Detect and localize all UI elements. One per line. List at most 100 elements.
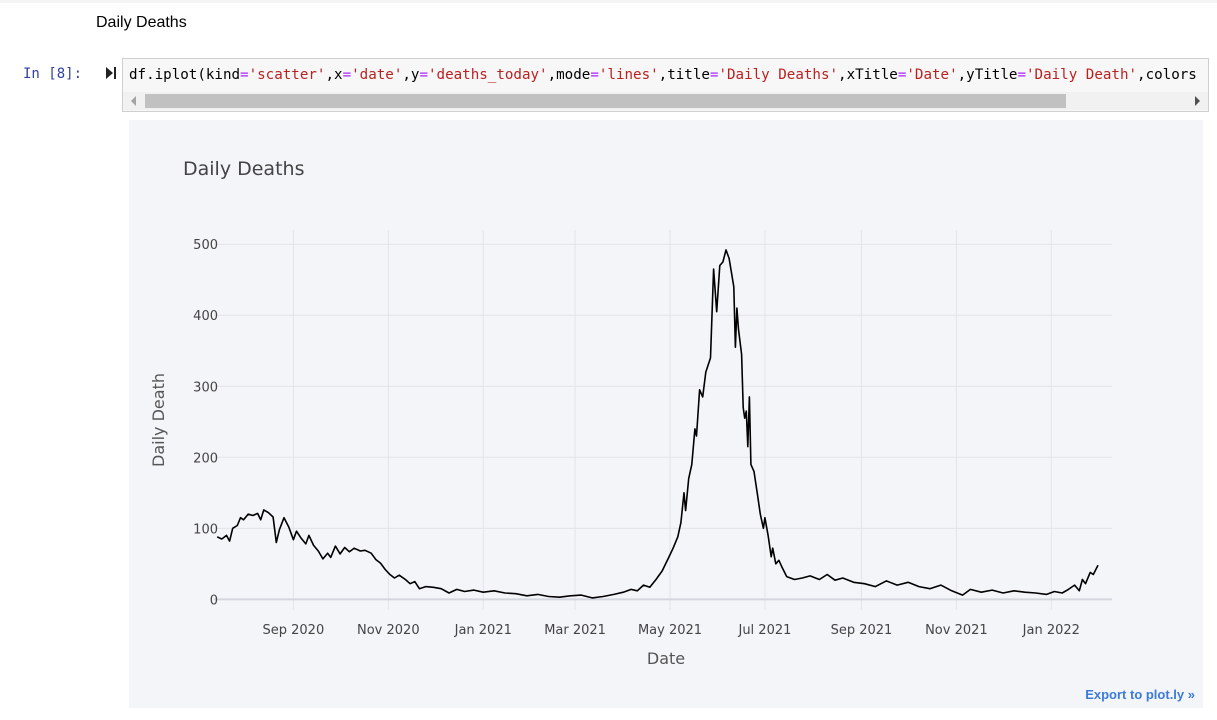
code-token: = bbox=[590, 67, 599, 83]
data-point bbox=[852, 580, 856, 584]
cell-prompt: In [8]: bbox=[23, 66, 83, 82]
code-token: ,x bbox=[325, 67, 343, 83]
data-point bbox=[472, 588, 476, 592]
data-point bbox=[744, 409, 748, 413]
data-point bbox=[693, 427, 697, 431]
data-point bbox=[1066, 587, 1070, 591]
x-axis-title: Date bbox=[647, 649, 685, 668]
data-point bbox=[1096, 563, 1100, 567]
code-token: = bbox=[342, 67, 352, 83]
data-point bbox=[743, 416, 747, 420]
data-point bbox=[906, 580, 910, 584]
data-point bbox=[1091, 573, 1095, 577]
scroll-right-arrow-icon[interactable] bbox=[1195, 96, 1200, 106]
code-token: 'Daily Death' bbox=[1025, 67, 1138, 83]
code-token: 'deaths_today' bbox=[428, 67, 548, 83]
data-point bbox=[388, 573, 392, 577]
x-tick-label: Nov 2020 bbox=[357, 623, 420, 638]
code-token: = bbox=[240, 67, 249, 83]
data-point bbox=[690, 462, 694, 466]
data-point bbox=[780, 565, 784, 569]
data-point bbox=[1060, 591, 1064, 595]
data-point bbox=[246, 512, 250, 516]
data-point bbox=[363, 548, 367, 552]
data-point bbox=[369, 551, 373, 555]
data-point bbox=[895, 583, 899, 587]
data-point bbox=[732, 285, 736, 289]
markdown-heading: Daily Deaths bbox=[96, 14, 187, 31]
data-point bbox=[771, 546, 775, 550]
export-to-plotly-link[interactable]: Export to plot.ly » bbox=[1085, 687, 1195, 702]
data-point bbox=[259, 518, 263, 522]
plot-container: Daily Deaths Sep 2020 Nov 2020 Jan 2021 Mar … bbox=[129, 120, 1203, 708]
data-point bbox=[579, 593, 583, 597]
horizontal-scrollbar[interactable] bbox=[123, 92, 1208, 110]
data-point bbox=[403, 578, 407, 582]
code-token: ,title bbox=[658, 67, 710, 83]
data-point bbox=[704, 370, 708, 374]
daily-deaths-chart[interactable]: Daily Deaths Sep 2020 Nov 2020 Jan 2021 Mar … bbox=[129, 120, 1203, 708]
data-point bbox=[274, 541, 278, 545]
data-point bbox=[282, 516, 286, 520]
data-point bbox=[295, 529, 299, 533]
data-point bbox=[413, 580, 417, 584]
data-point bbox=[333, 544, 337, 548]
data-point bbox=[326, 551, 330, 555]
data-point bbox=[769, 555, 773, 559]
data-point bbox=[635, 589, 639, 593]
data-point bbox=[763, 516, 767, 520]
code-line: df.iplot(kind='scatter',x='date',y='deat… bbox=[129, 67, 1197, 83]
data-point bbox=[307, 533, 311, 537]
code-token: 'lines' bbox=[598, 67, 659, 83]
x-tick-label: Nov 2021 bbox=[925, 623, 988, 638]
data-point bbox=[979, 590, 983, 594]
data-point bbox=[718, 264, 722, 268]
data-point bbox=[682, 491, 686, 495]
data-point bbox=[568, 594, 572, 598]
code-token: 'Daily Deaths' bbox=[718, 67, 839, 83]
data-point bbox=[481, 590, 485, 594]
y-tick-label: 200 bbox=[193, 451, 218, 466]
data-point bbox=[747, 395, 751, 399]
data-point bbox=[590, 596, 594, 600]
data-point bbox=[917, 585, 921, 589]
data-point bbox=[825, 573, 829, 577]
data-point bbox=[558, 595, 562, 599]
data-point bbox=[961, 593, 965, 597]
data-point bbox=[231, 526, 235, 530]
data-point bbox=[735, 306, 739, 310]
data-point bbox=[287, 525, 291, 529]
data-point bbox=[424, 585, 428, 589]
code-token: = bbox=[419, 67, 428, 83]
data-point bbox=[1052, 590, 1056, 594]
x-tick-label: Sep 2021 bbox=[831, 623, 893, 638]
data-point bbox=[343, 546, 347, 550]
data-point bbox=[374, 558, 378, 562]
data-point bbox=[235, 524, 239, 528]
scrollbar-thumb[interactable] bbox=[145, 94, 1066, 108]
code-cell[interactable]: df.iplot(kind='scatter',x='date',y='deat… bbox=[122, 58, 1209, 112]
data-point bbox=[1001, 591, 1005, 595]
data-point bbox=[666, 556, 670, 560]
data-point bbox=[712, 267, 716, 271]
data-point bbox=[950, 589, 954, 593]
code-token: ,mode bbox=[547, 67, 591, 83]
run-cell-icon[interactable] bbox=[104, 66, 118, 80]
data-point bbox=[1023, 590, 1027, 594]
data-point bbox=[629, 587, 633, 591]
data-point bbox=[755, 491, 759, 495]
data-point bbox=[1084, 582, 1088, 586]
data-point bbox=[215, 535, 219, 539]
data-point bbox=[225, 533, 229, 537]
data-point bbox=[1077, 589, 1081, 593]
data-point bbox=[262, 508, 266, 512]
data-point bbox=[873, 585, 877, 589]
scroll-left-arrow-icon[interactable] bbox=[131, 96, 136, 106]
data-point bbox=[785, 575, 789, 579]
data-point bbox=[740, 352, 744, 356]
data-point bbox=[463, 590, 467, 594]
data-point bbox=[727, 256, 731, 260]
data-point bbox=[1045, 592, 1049, 596]
y-tick-label: 0 bbox=[210, 593, 218, 608]
data-point bbox=[291, 538, 295, 542]
